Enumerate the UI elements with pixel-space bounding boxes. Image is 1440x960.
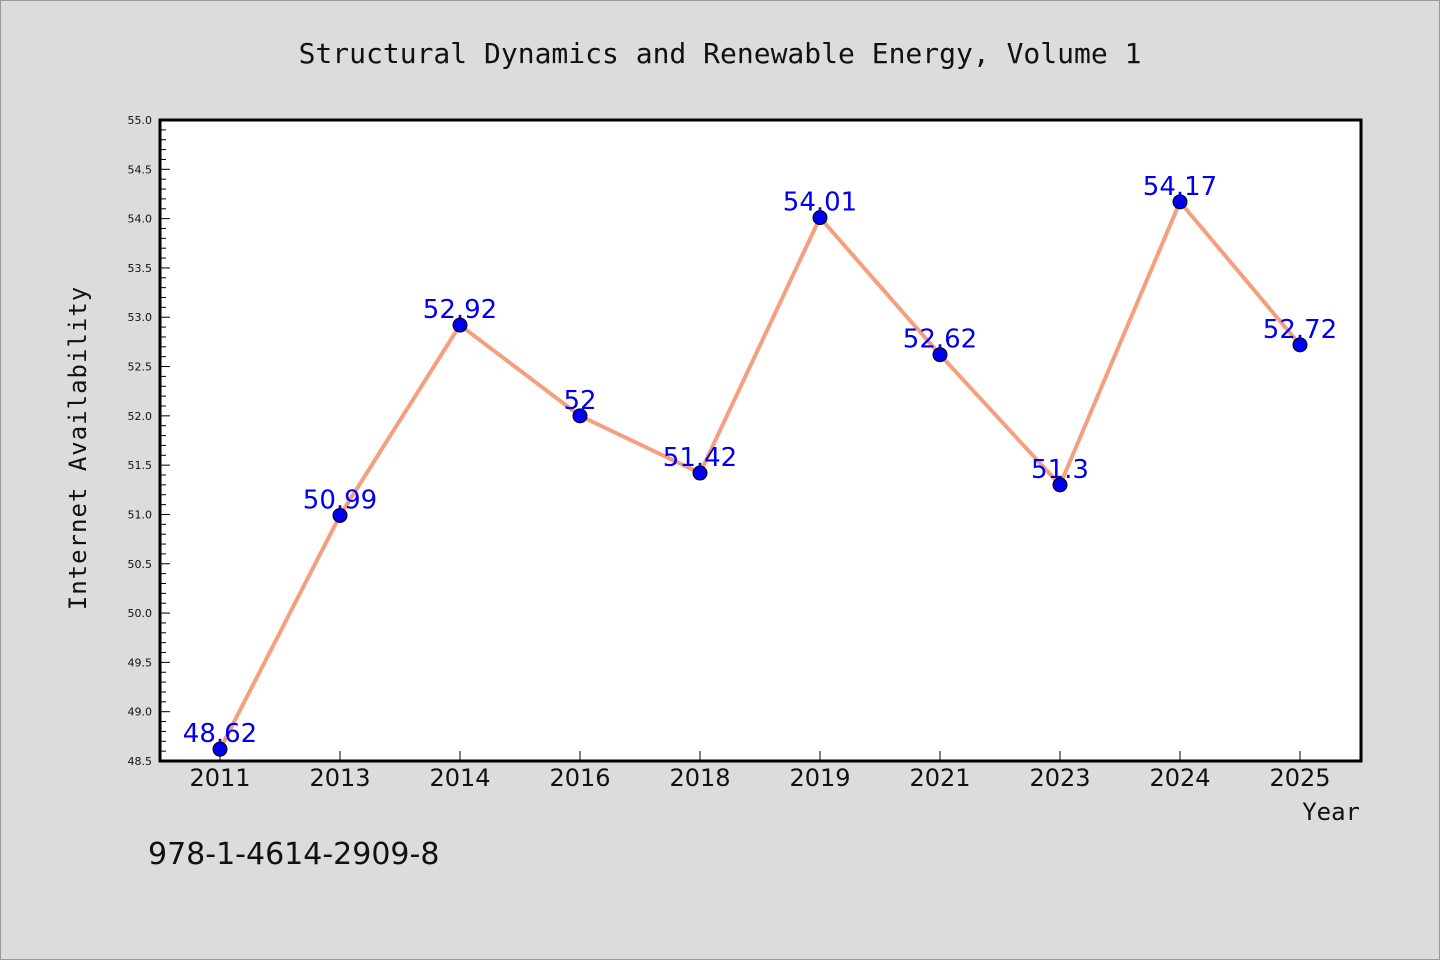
x-tick-label: 2011 [189, 764, 250, 792]
data-point [452, 317, 468, 333]
y-tick-label: 50.5 [128, 558, 153, 571]
data-point [332, 507, 348, 523]
series-line [218, 199, 1302, 752]
x-tick-label: 2021 [909, 764, 970, 792]
y-tick-label: 49.5 [128, 656, 153, 669]
x-tick-label: 2013 [309, 764, 370, 792]
data-label: 52.62 [903, 325, 977, 355]
y-tick-label: 52.0 [128, 410, 153, 423]
x-tick-label: 2023 [1029, 764, 1090, 792]
y-tick-label: 53.5 [128, 262, 153, 275]
y-tick-label: 53.0 [128, 311, 153, 324]
data-label: 52.92 [423, 295, 497, 325]
isbn-label: 978-1-4614-2909-8 [148, 837, 439, 872]
x-axis: 2011 2013 2014 2016 2018 2019 2021 2023 2024 2025 [189, 751, 1331, 792]
y-tick-label: 48.5 [128, 755, 153, 768]
data-label: 52.72 [1263, 315, 1337, 345]
y-axis: 48.5 49.0 49.5 50.0 50.5 51.0 51.5 52.0 52.5 53.0… [128, 114, 170, 768]
x-tick-label: 2014 [429, 764, 490, 792]
chart-title: Structural Dynamics and Renewable Energy… [299, 37, 1142, 70]
data-label: 52 [563, 386, 596, 416]
data-point [212, 741, 228, 757]
data-point [1172, 194, 1188, 210]
data-label: 48.62 [183, 719, 257, 749]
y-tick-label: 51.0 [128, 508, 153, 521]
data-label: 50.99 [303, 485, 377, 515]
data-point [1292, 337, 1308, 353]
data-label: 54.17 [1143, 172, 1217, 202]
y-tick-label: 55.0 [128, 114, 153, 127]
x-axis-label: Year [1302, 798, 1360, 826]
data-label: 51.42 [663, 443, 737, 473]
y-tick-label: 49.0 [128, 706, 153, 719]
y-tick-label: 50.0 [128, 607, 153, 620]
markers-group [212, 194, 1308, 757]
data-point [932, 347, 948, 363]
data-point [572, 408, 588, 424]
x-tick-label: 2019 [789, 764, 850, 792]
data-point [812, 210, 828, 226]
data-label: 54.01 [783, 188, 857, 218]
x-tick-label: 2025 [1269, 764, 1330, 792]
x-tick-label: 2016 [549, 764, 610, 792]
y-tick-label: 54.5 [128, 163, 153, 176]
x-tick-label: 2018 [669, 764, 730, 792]
data-label: 51.3 [1031, 455, 1089, 485]
series-line-group [218, 199, 1302, 752]
data-labels-group: 48.62 50.99 52.92 52 51.42 54.01 52.62 51.3 54.1… [183, 172, 1337, 749]
x-tick-label: 2024 [1149, 764, 1210, 792]
y-axis-label: Internet Availability [64, 286, 92, 610]
y-tick-label: 52.5 [128, 361, 153, 374]
data-point [692, 465, 708, 481]
data-point [1052, 477, 1068, 493]
y-tick-label: 54.0 [128, 213, 153, 226]
plot-area [158, 118, 1363, 763]
y-tick-label: 51.5 [128, 459, 153, 472]
